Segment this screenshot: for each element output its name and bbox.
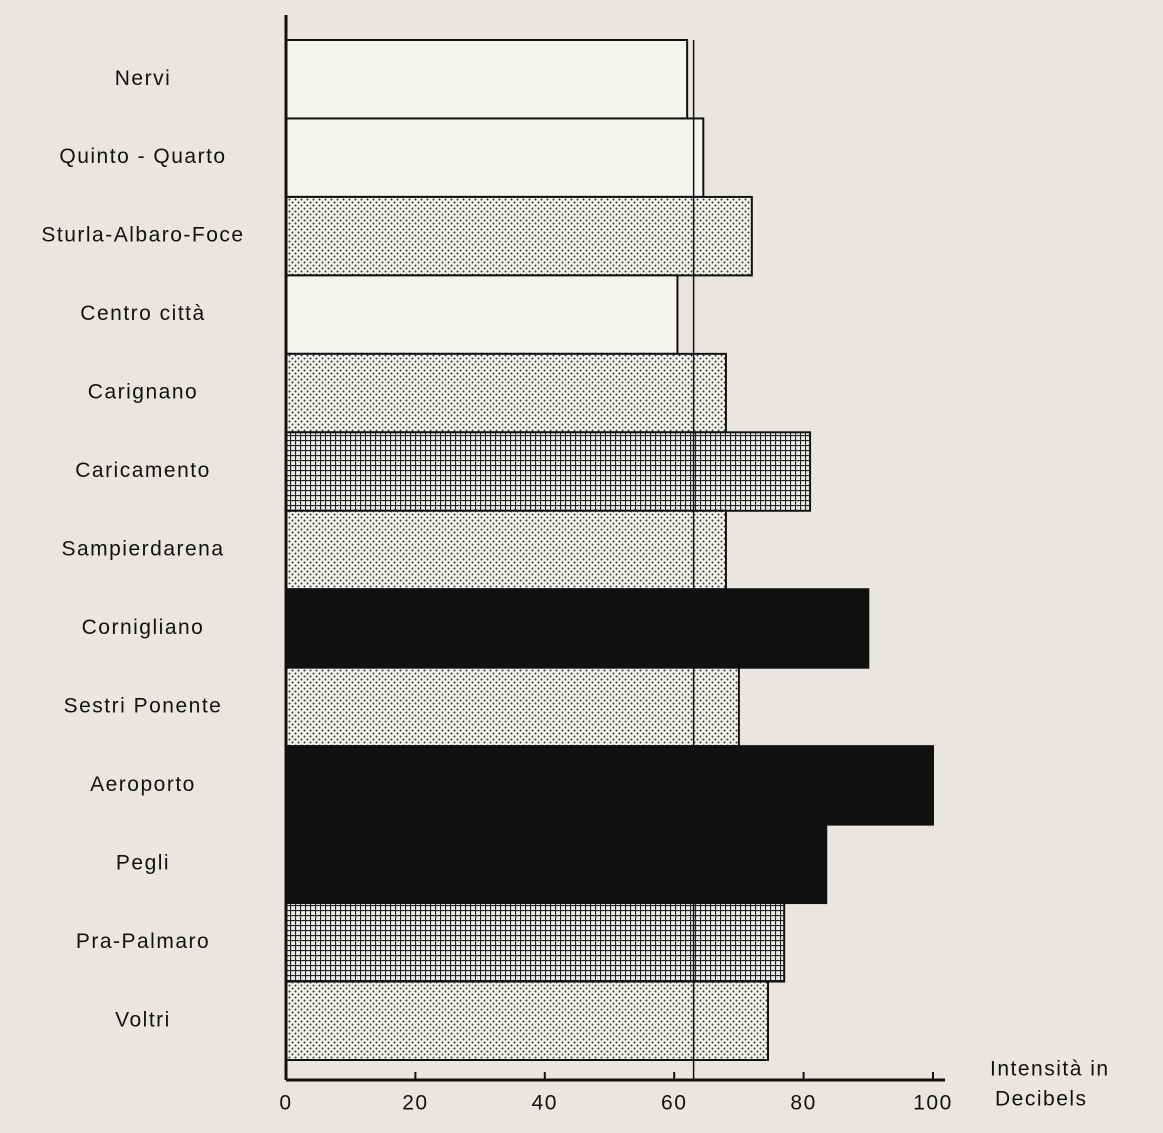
bar bbox=[285, 823, 828, 905]
bar bbox=[285, 509, 727, 591]
bar bbox=[285, 666, 740, 748]
category-label: Sestri Ponente bbox=[64, 694, 223, 717]
x-axis-label: Intensità in bbox=[990, 1058, 1110, 1081]
x-tick-label: 20 bbox=[402, 1092, 428, 1115]
bar bbox=[285, 980, 770, 1061]
category-label: Carignano bbox=[88, 381, 198, 404]
category-label: Cornigliano bbox=[82, 616, 205, 639]
bar bbox=[285, 39, 689, 120]
x-tick-label: 0 bbox=[279, 1092, 292, 1115]
category-label: Pegli bbox=[116, 851, 170, 874]
bar bbox=[285, 588, 870, 669]
bar bbox=[285, 431, 812, 512]
bar bbox=[285, 117, 705, 198]
bar bbox=[285, 274, 679, 355]
category-label: Pra-Palmaro bbox=[76, 930, 210, 953]
category-label: Caricamento bbox=[75, 459, 211, 482]
bar bbox=[285, 352, 727, 434]
x-tick-label: 80 bbox=[790, 1092, 816, 1115]
bar bbox=[285, 902, 786, 983]
category-label: Voltri bbox=[115, 1008, 171, 1031]
category-label: Nervi bbox=[115, 67, 172, 90]
x-tick-label: 60 bbox=[661, 1092, 687, 1115]
category-label: Centro città bbox=[80, 302, 205, 325]
category-label: Sampierdarena bbox=[61, 538, 224, 561]
x-tick-label: 40 bbox=[532, 1092, 558, 1115]
bar bbox=[285, 195, 753, 277]
x-tick-label: 100 bbox=[913, 1092, 953, 1115]
x-axis-label: Decibels bbox=[995, 1088, 1088, 1111]
category-label: Sturla-Albaro-Foce bbox=[41, 224, 244, 247]
category-label: Quinto - Quarto bbox=[59, 145, 226, 168]
category-label: Aeroporto bbox=[90, 773, 196, 796]
bar bbox=[285, 745, 934, 826]
